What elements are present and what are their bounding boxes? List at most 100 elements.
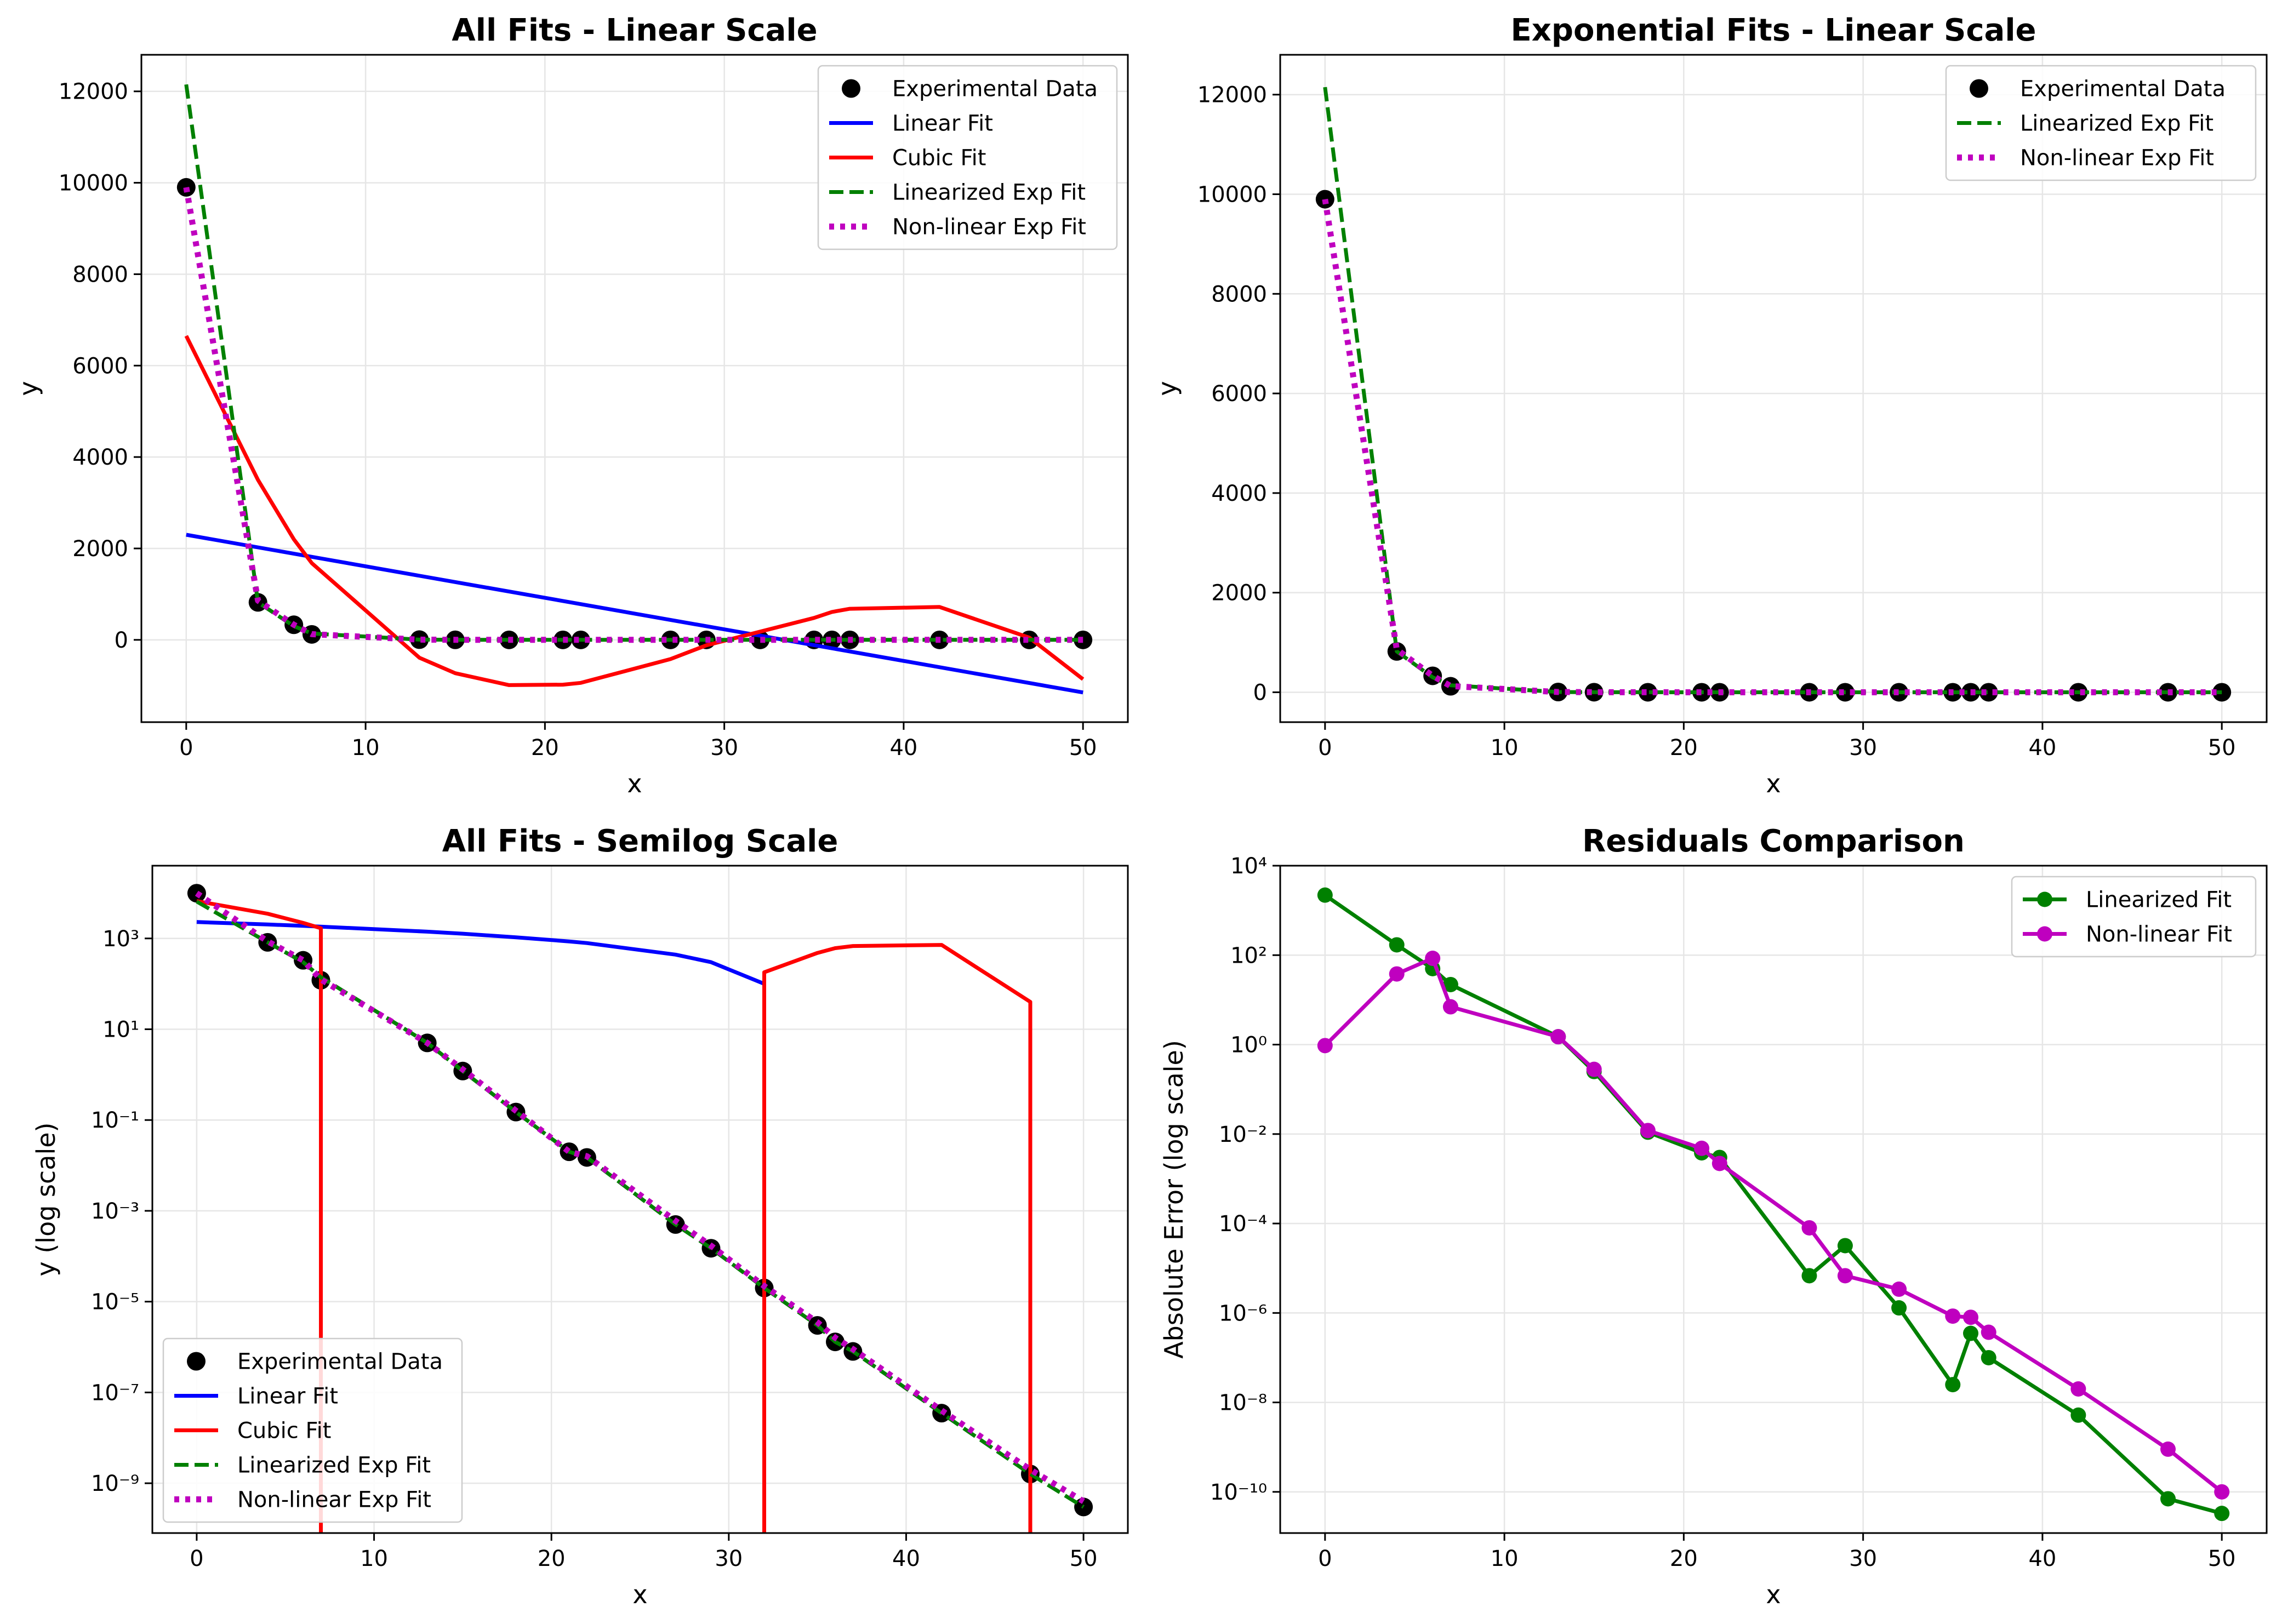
data-point	[1442, 999, 1458, 1015]
legend-item: Experimental Data	[187, 1349, 443, 1375]
data-point	[1640, 1123, 1656, 1139]
x-tick-label: 0	[179, 735, 193, 760]
series-experimental-data	[1315, 190, 2232, 702]
legend-label: Non-linear Exp Fit	[2020, 146, 2214, 171]
y-axis-label: Absolute Error (log scale)	[1159, 1040, 1189, 1359]
legend: Experimental Data Linearized Exp Fit Non-l…	[1945, 65, 2257, 181]
x-tick-label: 50	[1069, 735, 1097, 760]
axes-frame	[151, 865, 1129, 1534]
series-linear-fit-line	[196, 920, 765, 986]
data-point	[1389, 966, 1405, 982]
legend-label: Experimental Data	[237, 1349, 443, 1375]
series-cubic-fit-line	[184, 335, 1085, 687]
legend-box	[162, 1337, 463, 1523]
legend-item: Non-linear Fit	[2023, 922, 2232, 947]
data-point	[1891, 1281, 1907, 1297]
legend-label: Non-linear Fit	[2086, 922, 2232, 947]
y-tick-label: 10⁻³	[91, 1199, 139, 1224]
data-point	[2214, 1506, 2230, 1522]
x-tick-label: 50	[1070, 1546, 1098, 1571]
legend: Experimental Data Linear Fit Cubic Fit Line…	[817, 65, 1118, 250]
data-point	[2160, 1491, 2176, 1507]
y-tick-label: 10000	[59, 171, 128, 196]
data-point	[1425, 951, 1441, 967]
y-tick-label: 8000	[1211, 282, 1267, 307]
y-tick-label: 2000	[72, 536, 128, 562]
data-point	[2070, 1407, 2086, 1423]
data-point	[1981, 1349, 1996, 1365]
data-point	[2160, 1441, 2176, 1457]
x-tick-label: 10	[1491, 1546, 1519, 1571]
x-tick-label: 40	[2028, 735, 2056, 760]
series-linearized-exp-fit-line	[196, 900, 1085, 1509]
legend-marker	[1970, 79, 1988, 98]
y-tick-label: 10⁻⁶	[1219, 1301, 1267, 1326]
x-tick-label: 20	[538, 1546, 566, 1571]
legend: Linearized Fit Non-linear Fit	[2011, 876, 2257, 958]
x-tick-label: 0	[1318, 735, 1332, 760]
y-tick-label: 10⁻⁵	[91, 1290, 139, 1315]
legend-item: Linearized Exp Fit	[174, 1453, 431, 1478]
y-tick-label: 6000	[72, 353, 128, 379]
legend-label: Linearized Fit	[2086, 888, 2232, 913]
data-point	[1981, 1324, 1996, 1340]
x-tick-label: 10	[1491, 735, 1519, 760]
y-tick-label: 10⁰	[1230, 1033, 1267, 1058]
x-tick-label: 40	[892, 1546, 920, 1571]
legend-item: Linear Fit	[829, 111, 993, 136]
legend-label: Linearized Exp Fit	[892, 180, 1086, 205]
series-experimental-data	[176, 178, 1093, 649]
chart-title: All Fits - Semilog Scale	[442, 824, 838, 859]
legend-marker	[2037, 891, 2052, 907]
legend-box	[2011, 876, 2257, 958]
data-point	[1712, 1156, 1727, 1171]
y-tick-label: 4000	[1211, 481, 1267, 506]
y-tick-label: 0	[115, 628, 128, 653]
series-non-linear-fit-line	[1323, 956, 2223, 1494]
x-tick-label: 50	[2208, 735, 2236, 760]
data-point	[187, 884, 206, 903]
x-axis-label: x	[627, 769, 642, 798]
y-tick-label: 8000	[72, 262, 128, 287]
data-point	[1963, 1310, 1978, 1325]
chart-title: Exponential Fits - Linear Scale	[1511, 13, 2036, 48]
legend-item: Non-linear Exp Fit	[829, 215, 1086, 240]
legend-item: Experimental Data	[842, 77, 1098, 102]
y-tick-label: 10000	[1197, 182, 1267, 208]
series-linear-fit-line	[186, 533, 1083, 695]
legend-box	[1945, 65, 2257, 181]
legend-item: Linear Fit	[174, 1384, 338, 1409]
y-tick-label: 12000	[59, 79, 128, 105]
data-point	[1801, 1268, 1817, 1284]
legend-label: Experimental Data	[892, 77, 1098, 102]
plot-area	[187, 884, 1093, 1533]
x-tick-label: 0	[1318, 1546, 1332, 1571]
data-point	[1979, 683, 1998, 702]
legend-item: Cubic Fit	[174, 1419, 331, 1444]
legend-label: Linear Fit	[237, 1384, 338, 1409]
y-axis-label: y (log scale)	[31, 1122, 61, 1276]
legend-item: Linearized Exp Fit	[1957, 111, 2213, 136]
y-tick-label: 10⁻⁹	[91, 1471, 139, 1496]
chart-title: All Fits - Linear Scale	[452, 13, 817, 48]
chart-title: Residuals Comparison	[1582, 824, 1965, 859]
y-tick-label: 4000	[72, 445, 128, 470]
x-tick-label: 0	[190, 1546, 203, 1571]
data-point	[1891, 1300, 1907, 1316]
y-axis-label: y	[14, 381, 43, 396]
x-tick-label: 10	[360, 1546, 388, 1571]
plot-area	[176, 84, 1093, 695]
axes-frame	[140, 54, 1129, 723]
data-point	[1801, 1220, 1817, 1236]
x-axis-label: x	[1766, 1580, 1781, 1609]
x-tick-label: 30	[710, 735, 738, 760]
data-point	[1550, 1029, 1566, 1045]
y-tick-label: 10⁻²	[1219, 1122, 1267, 1147]
y-tick-label: 10⁻⁸	[1219, 1391, 1267, 1416]
data-point	[1694, 1140, 1710, 1156]
legend-label: Experimental Data	[2020, 77, 2226, 102]
y-tick-label: 10⁴	[1230, 854, 1267, 879]
data-point	[1442, 976, 1458, 992]
chart-panel-4: 0 10 20 30 40 50 10⁻¹⁰ 10⁻⁸ 10⁻⁶ 10⁻⁴ 10⁻² 10⁰ 10² 10…	[1159, 824, 2268, 1609]
y-tick-label: 10⁻¹⁰	[1210, 1480, 1267, 1505]
